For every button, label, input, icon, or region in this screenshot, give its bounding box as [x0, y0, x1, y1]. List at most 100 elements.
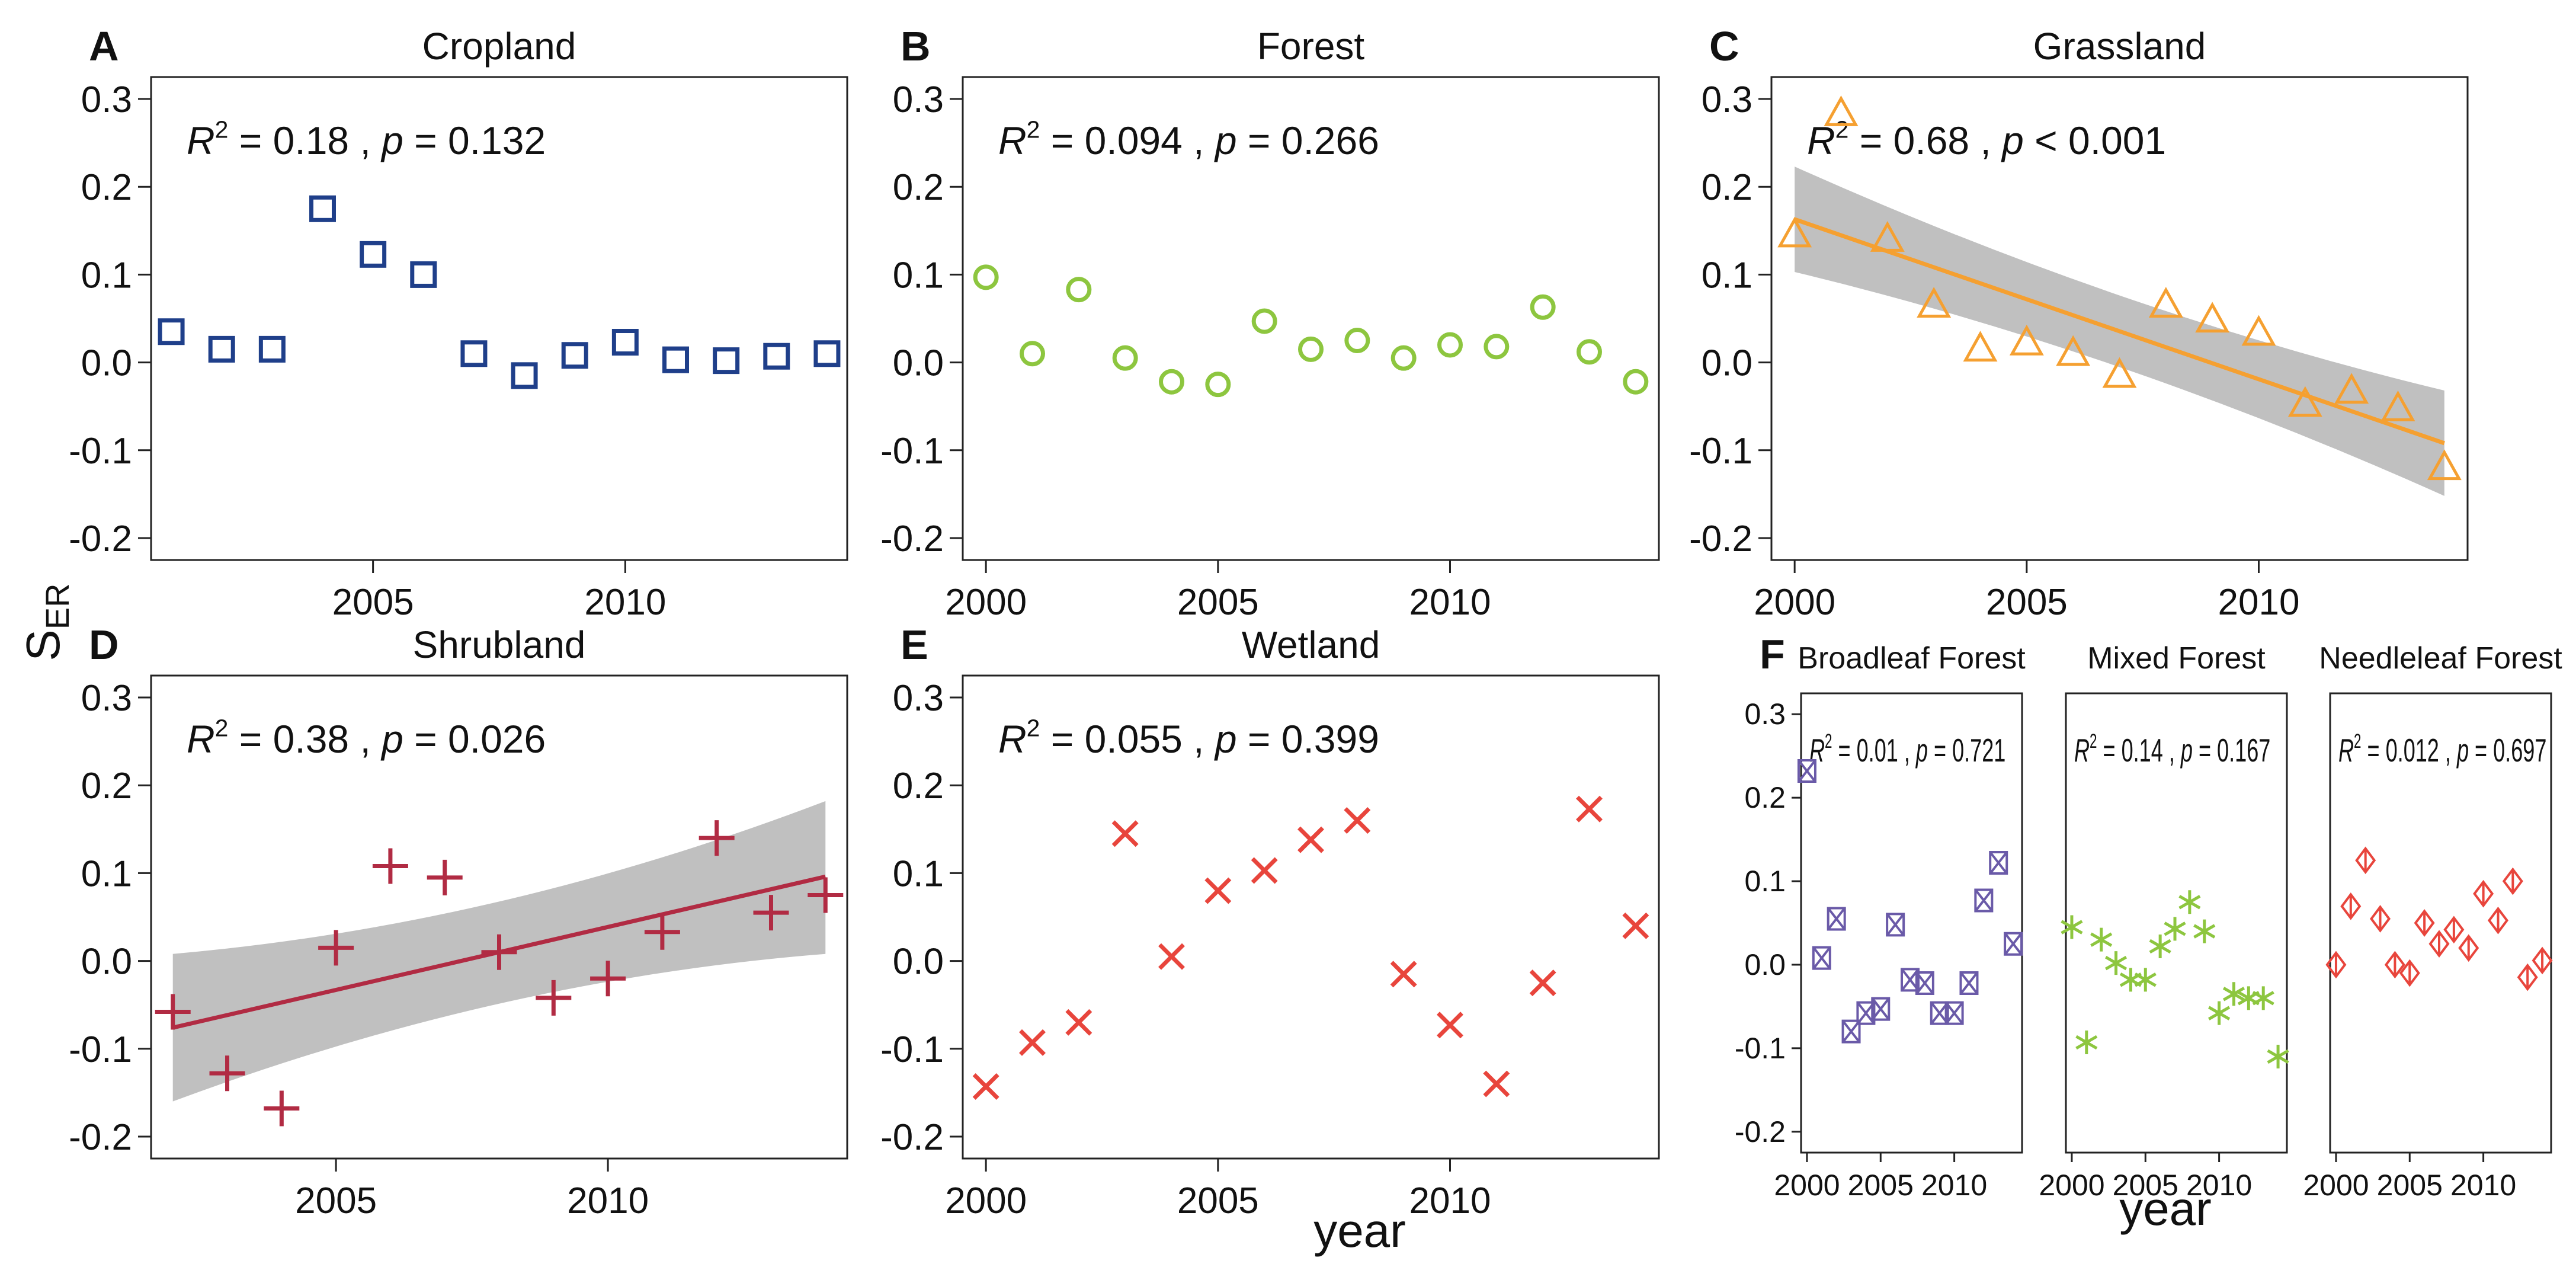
data-point — [1159, 369, 1184, 395]
r2-symbol: R — [1809, 732, 1825, 768]
x-tick-label: 2000 — [2303, 1169, 2369, 1202]
data-point — [1530, 294, 1556, 320]
r2-value: = 0.18 , — [228, 119, 382, 162]
data-point — [2148, 287, 2183, 318]
stats-annotation: R2 = 0.38 , p = 0.026 — [187, 714, 546, 761]
x-tick-label: 2010 — [2450, 1169, 2516, 1202]
data-point — [2487, 906, 2508, 935]
data-point — [590, 961, 626, 997]
p-value: = 0.026 — [403, 717, 546, 761]
y-tick-label: 0.3 — [81, 79, 132, 120]
data-point — [258, 335, 286, 363]
data-point — [372, 848, 408, 884]
data-point — [973, 264, 999, 290]
x-axis-label-f: year — [2119, 1182, 2212, 1235]
panel-title: Needleleaf Forest — [2319, 641, 2562, 676]
data-point — [2340, 892, 2362, 920]
r2-symbol: R — [998, 717, 1027, 761]
y-tick-label: 0.1 — [81, 255, 132, 296]
data-point — [2222, 982, 2245, 1006]
y-tick-label: 0.3 — [81, 678, 132, 719]
panel-E: Wetland E -0.2 -0.1 0.0 0.1 0.2 0.3 2000 2005 2010… — [880, 622, 1660, 1221]
y-tick-label: -0.1 — [69, 431, 132, 472]
data-point — [2428, 930, 2450, 958]
panel-title: Shrubland — [413, 623, 586, 666]
data-point — [1917, 287, 1952, 318]
data-point — [1437, 332, 1463, 358]
data-point — [561, 342, 588, 369]
data-point — [209, 1055, 245, 1092]
plot-frame — [962, 674, 1660, 1160]
data-point — [1483, 1070, 1510, 1097]
data-point — [2380, 391, 2415, 421]
data-point — [1870, 221, 1905, 252]
r2-superscript: 2 — [1027, 116, 1040, 143]
data-point — [1797, 759, 1816, 783]
data-point — [410, 261, 437, 288]
data-point — [2164, 917, 2186, 941]
data-point — [2427, 449, 2462, 481]
p-symbol: p — [380, 119, 403, 162]
data-point — [1390, 961, 1417, 988]
data-point — [2458, 934, 2479, 962]
x-axis-label: year — [1313, 1204, 1406, 1257]
data-point — [2090, 927, 2113, 952]
data-point — [763, 343, 790, 370]
x-tick-label: 2000 — [2039, 1169, 2104, 1202]
x-tick-label: 2000 — [1754, 582, 1835, 623]
panel-D: Shrubland D -0.2 -0.1 0.0 0.1 0.2 0.3 2005 2010 R2… — [69, 622, 848, 1221]
x-tick-label: 2000 — [945, 1180, 1027, 1221]
data-point — [1019, 1029, 1046, 1056]
panel-C: Grassland C -0.2 -0.1 0.0 0.1 0.2 0.3 2000 2005 20… — [1689, 23, 2469, 623]
r2-superscript: 2 — [1835, 116, 1849, 143]
data-point — [662, 346, 690, 373]
y-tick-label: 0.1 — [1744, 865, 1786, 898]
data-point — [2517, 963, 2538, 991]
data-point — [2149, 934, 2171, 958]
data-point — [2119, 968, 2142, 992]
x-tick-label: 2005 — [1848, 1169, 1914, 1202]
r2-superscript: 2 — [2090, 730, 2097, 753]
data-point — [2056, 335, 2091, 366]
r2-value: = 0.38 , — [228, 717, 382, 761]
data-point — [2252, 986, 2274, 1010]
plot-frame — [2329, 692, 2552, 1154]
data-point — [1529, 969, 1556, 997]
p-symbol: p — [2180, 732, 2193, 768]
plot-frame — [1800, 692, 2023, 1154]
panel-title: Mixed Forest — [2087, 641, 2266, 676]
data-point — [2104, 951, 2128, 975]
y-tick-label: 0.3 — [1744, 697, 1786, 731]
data-point — [1989, 851, 2008, 875]
panel-letter: C — [1709, 23, 1739, 69]
p-symbol: p — [1915, 732, 1928, 768]
panel-letter: D — [89, 622, 119, 668]
data-point — [1066, 277, 1092, 303]
stats-annotation: R2 = 0.68 , p < 0.001 — [1807, 116, 2166, 162]
r2-superscript: 2 — [215, 714, 229, 741]
stats-annotation: R2 = 0.01 , p = 0.721 — [1809, 730, 2005, 768]
data-point — [208, 335, 235, 363]
data-point — [2009, 324, 2044, 356]
data-point — [2473, 879, 2494, 908]
data-point — [2443, 916, 2465, 944]
y-tick-label: 0.2 — [81, 167, 132, 208]
data-point — [2399, 959, 2420, 987]
data-point — [1111, 820, 1139, 847]
stats-annotation: R2 = 0.055 , p = 0.399 — [998, 714, 1379, 761]
data-point — [1871, 997, 1891, 1021]
x-tick-label: 2010 — [2218, 582, 2300, 623]
data-point — [1344, 328, 1370, 354]
data-point — [1622, 912, 1649, 939]
data-point — [309, 195, 336, 222]
x-tick-label: 2000 — [1774, 1169, 1840, 1202]
data-point — [1020, 341, 1045, 367]
data-point — [2370, 905, 2391, 933]
x-tick-label: 2010 — [567, 1180, 649, 1221]
y-tick-label: 0.0 — [81, 942, 132, 983]
r2-value: = 0.68 , — [1848, 119, 2002, 162]
r2-value: = 0.01 , — [1832, 732, 1916, 768]
data-point — [1963, 331, 1998, 362]
data-point — [2287, 386, 2322, 417]
data-point — [1204, 877, 1232, 904]
